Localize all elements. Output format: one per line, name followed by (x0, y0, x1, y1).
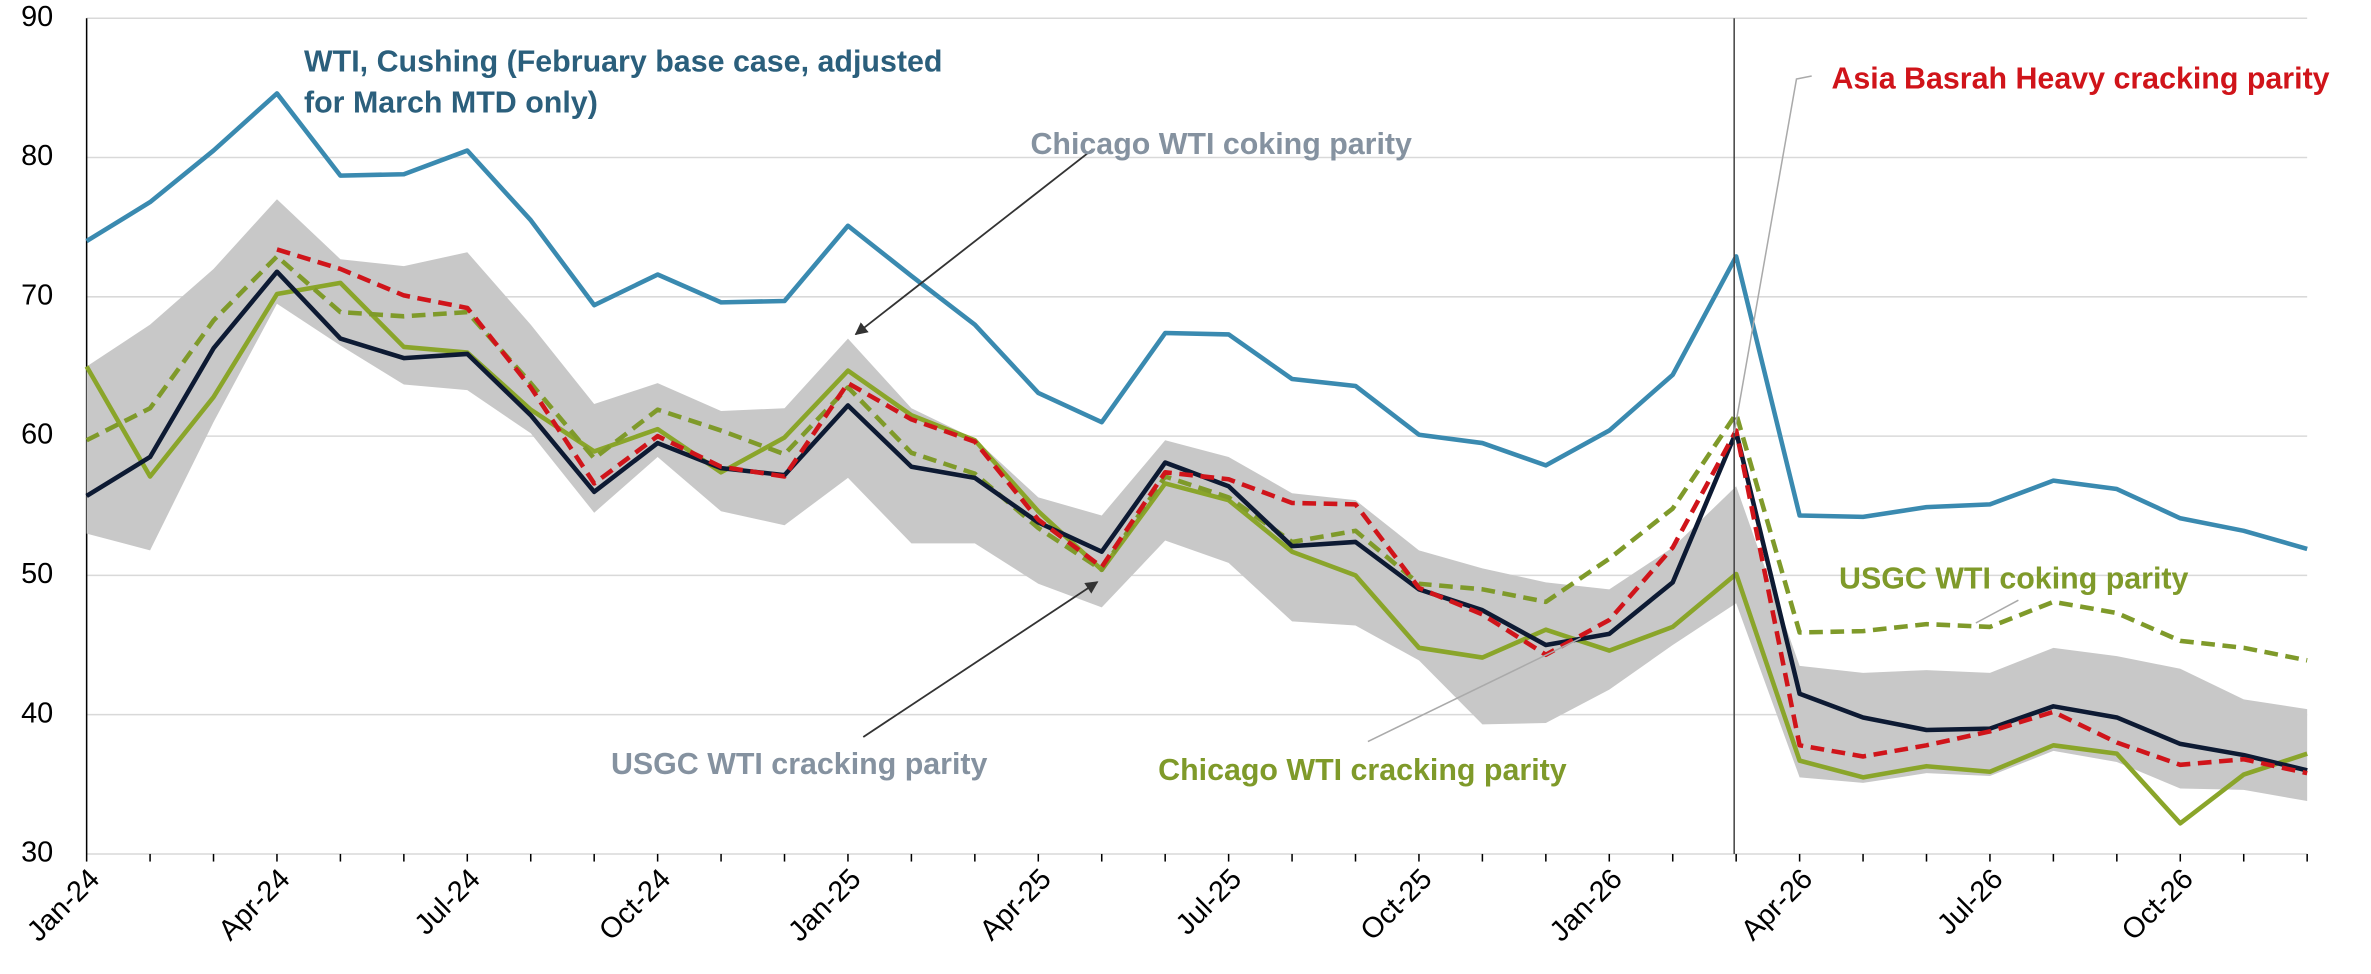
annotation-arrow (862, 581, 1099, 738)
series-label: USGC WTI cracking parity (611, 747, 988, 781)
x-tick-label: Jan-24 (21, 863, 106, 948)
y-tick-label: 70 (21, 279, 53, 311)
annotation-arrow (854, 149, 1092, 336)
x-tick-label: Jul-26 (1931, 863, 2009, 941)
series-label: WTI, Cushing (February base case, adjust… (303, 45, 943, 121)
x-tick-label: Apr-25 (974, 863, 1058, 947)
x-tick-label: Jul-24 (409, 863, 487, 941)
x-tick-label: Apr-24 (213, 863, 297, 947)
plot (84, 91, 2308, 826)
series-label-box: WTI, Cushing (February base case, adjust… (303, 45, 943, 121)
range-band (86, 199, 2308, 802)
annotation-leader (1367, 637, 1581, 743)
x-tick-label: Jan-26 (1544, 863, 1629, 948)
series-line (85, 254, 2308, 663)
y-tick-label: 60 (21, 419, 53, 451)
y-tick-label: 50 (21, 558, 53, 590)
y-tick-label: 80 (21, 140, 53, 172)
annotation-leader (1975, 599, 2019, 624)
series-line (85, 269, 2308, 773)
x-tick-label: Oct-24 (593, 863, 677, 947)
series-line (276, 247, 2308, 776)
x-tick-label: Jan-25 (782, 863, 867, 948)
series-label: Chicago WTI cracking parity (1158, 753, 1567, 787)
y-tick-label: 40 (21, 697, 53, 729)
y-tick-label: 30 (21, 837, 53, 869)
annotation-leader (1733, 75, 1812, 434)
y-tick-label: 90 (21, 1, 53, 33)
x-tick-label: Oct-25 (1355, 863, 1439, 947)
band-label: Chicago WTI coking parity (1030, 127, 1412, 161)
x-tick-label: Oct-26 (2116, 863, 2200, 947)
x-tick-label: Jul-25 (1170, 863, 1248, 941)
x-tick-label: Apr-26 (1735, 863, 1819, 947)
series-label: Asia Basrah Heavy cracking parity (1831, 62, 2329, 96)
series-line (84, 280, 2308, 826)
series-line (85, 91, 2308, 552)
annotations: Chicago WTI coking parity USGC WTI cracki… (303, 45, 2330, 787)
series-label: USGC WTI coking parity (1839, 561, 2188, 595)
